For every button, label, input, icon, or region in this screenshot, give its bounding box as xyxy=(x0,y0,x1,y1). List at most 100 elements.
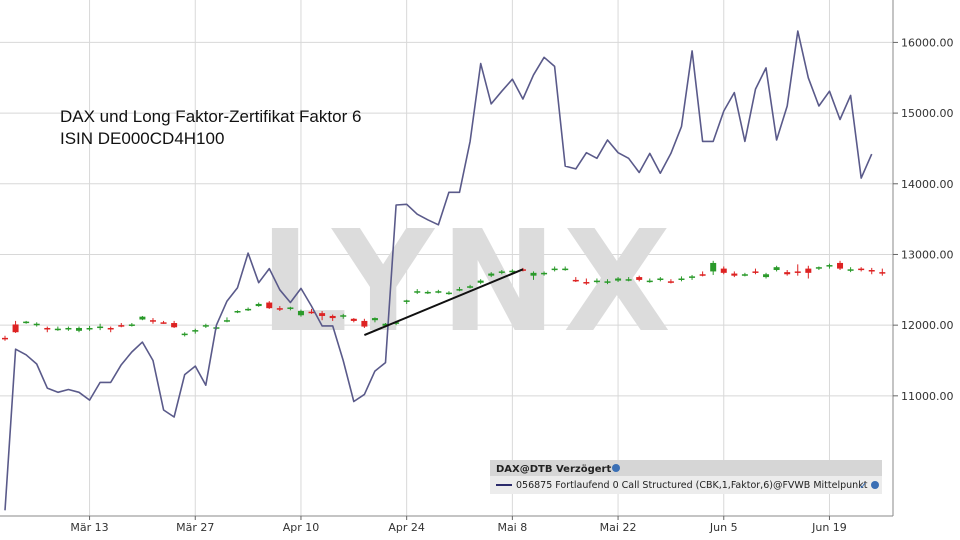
candle-body xyxy=(445,292,452,295)
candle-body xyxy=(636,277,643,280)
candle xyxy=(128,323,135,327)
candle xyxy=(371,317,378,323)
candle-body xyxy=(784,272,791,275)
candle xyxy=(266,301,273,309)
candle-body xyxy=(805,268,812,273)
candle xyxy=(403,299,410,304)
candle-body xyxy=(414,291,421,293)
candle-body xyxy=(97,326,104,329)
globe-icon[interactable] xyxy=(612,464,620,472)
candle-body xyxy=(583,282,590,284)
candle xyxy=(139,315,146,321)
y-tick-label: 13000.00 xyxy=(901,248,954,261)
candle-body xyxy=(435,291,442,293)
candle xyxy=(667,279,674,284)
candle xyxy=(805,265,812,279)
candle-body xyxy=(498,271,505,273)
candle-body xyxy=(837,262,844,269)
candle-body xyxy=(149,320,156,322)
candle-body xyxy=(541,272,548,275)
candle xyxy=(234,310,241,314)
candle-body xyxy=(689,276,696,278)
candle-body xyxy=(86,327,93,330)
candle-body xyxy=(297,311,304,316)
candle-body xyxy=(826,265,833,267)
candle-body xyxy=(625,279,632,281)
candle xyxy=(815,266,822,271)
candle xyxy=(54,326,61,331)
candle-body xyxy=(276,308,283,310)
candle-body xyxy=(699,274,706,276)
candle-body xyxy=(741,274,748,276)
chart-title: DAX und Long Faktor-Zertifikat Faktor 6 xyxy=(60,107,361,126)
candle-body xyxy=(562,268,569,271)
watermark-text: LYNX xyxy=(259,201,677,364)
candle-body xyxy=(192,330,199,332)
legend-header-bg xyxy=(490,460,882,476)
candle-body xyxy=(139,316,146,320)
candle xyxy=(350,318,357,323)
candle xyxy=(65,326,72,331)
candle-body xyxy=(551,268,558,271)
candle-body xyxy=(202,325,209,327)
candle xyxy=(657,277,664,282)
candle-body xyxy=(75,327,82,331)
candle xyxy=(879,268,886,276)
candle-body xyxy=(572,279,579,282)
candle xyxy=(445,291,452,295)
candle xyxy=(572,277,579,283)
candle-body xyxy=(319,313,326,316)
candle xyxy=(551,266,558,272)
candle-body xyxy=(223,320,230,322)
candle-body xyxy=(393,322,400,324)
globe-icon-small[interactable] xyxy=(871,481,879,489)
candle-body xyxy=(720,268,727,273)
x-axis: Mär 13 Mär 27 Apr 10 Apr 24 Mai 8 Mai 22 Jun 5… xyxy=(70,516,847,534)
chart-subtitle: ISIN DE000CD4H100 xyxy=(60,129,224,148)
y-tick-label: 15000.00 xyxy=(901,107,954,120)
candle xyxy=(741,272,748,277)
candle xyxy=(181,332,188,337)
candle-body xyxy=(752,271,759,273)
candle xyxy=(720,266,727,275)
candle xyxy=(414,289,421,295)
y-tick-label: 12000.00 xyxy=(901,319,954,332)
plot-frame xyxy=(0,0,894,517)
candle xyxy=(752,268,759,275)
candle-body xyxy=(160,322,167,324)
candle xyxy=(75,326,82,333)
candle xyxy=(276,306,283,312)
candle xyxy=(858,267,865,272)
candle-body xyxy=(879,272,886,274)
candle-body xyxy=(868,270,875,272)
candle xyxy=(784,270,791,276)
candle-body xyxy=(858,268,865,271)
candle xyxy=(297,309,304,317)
legend-header: DAX@DTB Verzögert xyxy=(496,464,611,475)
candle-body xyxy=(467,286,474,288)
candle-body xyxy=(255,303,262,307)
y-tick-label: 11000.00 xyxy=(901,390,954,403)
candle-body xyxy=(266,302,273,309)
candle xyxy=(435,289,442,294)
line-series-path xyxy=(4,30,873,511)
y-tick-label: 14000.00 xyxy=(901,178,954,191)
candle xyxy=(340,313,347,319)
candle-body xyxy=(403,300,410,302)
candle xyxy=(308,308,315,314)
candle-body xyxy=(615,278,622,281)
x-tick-label: Apr 24 xyxy=(388,521,425,534)
x-tick-label: Mai 22 xyxy=(600,521,637,534)
candle xyxy=(826,263,833,269)
check-icon[interactable]: ✓ xyxy=(859,481,867,492)
candle-body xyxy=(604,281,611,283)
candle-body xyxy=(815,267,822,269)
candle xyxy=(541,271,548,276)
candle xyxy=(593,278,600,284)
candle-body xyxy=(33,323,40,326)
candle xyxy=(86,325,93,331)
candle xyxy=(530,271,537,280)
candle-body xyxy=(456,289,463,291)
candle-body xyxy=(424,291,431,294)
